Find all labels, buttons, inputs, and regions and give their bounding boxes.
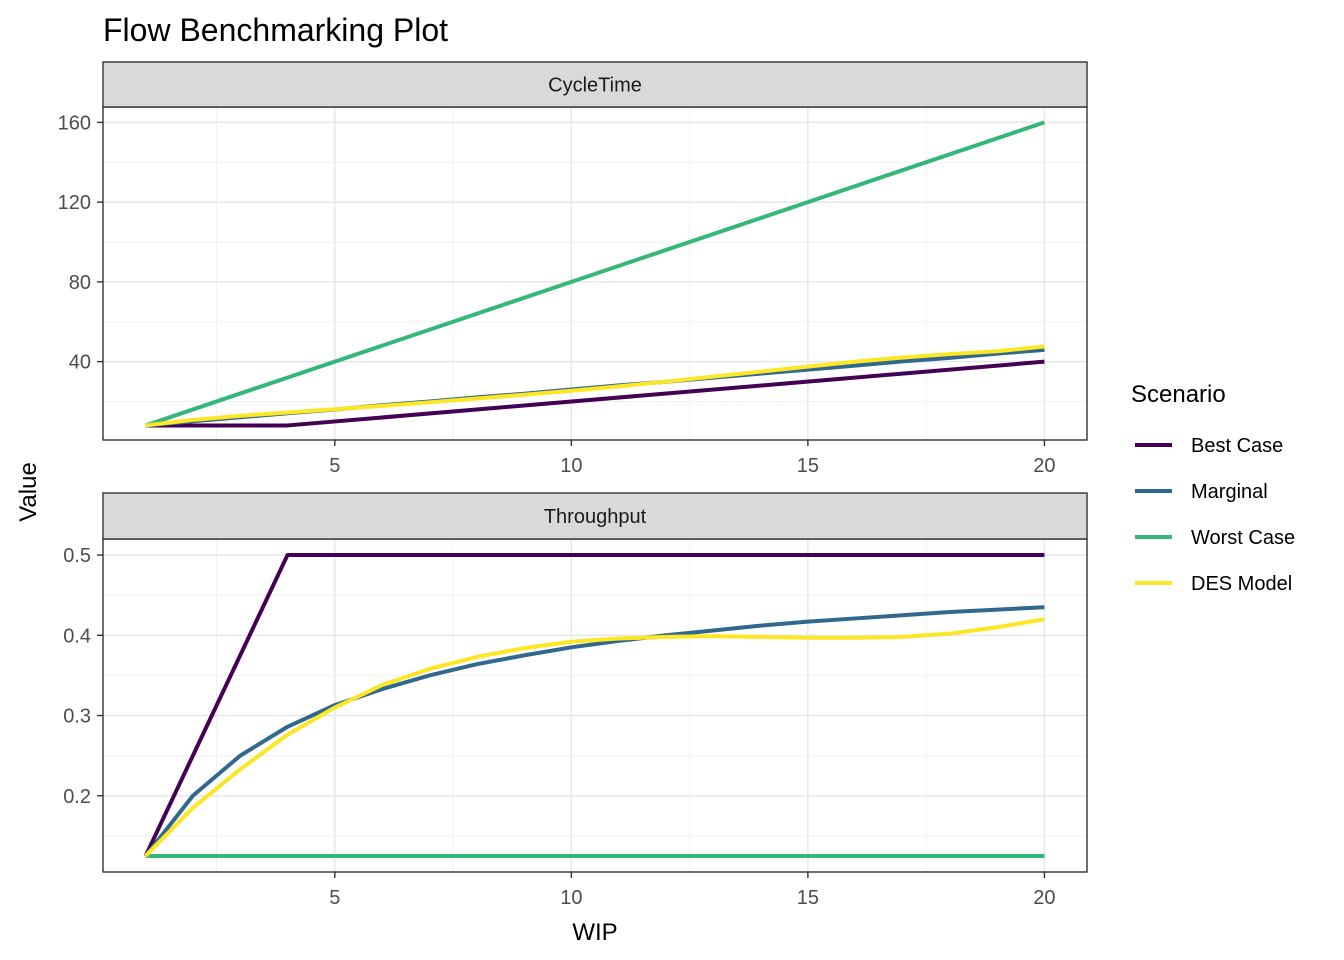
series-line-marginal — [144, 605, 1045, 858]
y-axis-label: Value — [15, 462, 42, 522]
series-line-des-model — [144, 617, 1045, 858]
legend-label: Worst Case — [1191, 527, 1295, 549]
x-tick-label: 15 — [797, 455, 819, 477]
y-tick-label: 40 — [69, 352, 91, 374]
x-tick-label: 5 — [329, 455, 340, 477]
series-line-des-model — [145, 344, 1045, 428]
x-tick-label: 10 — [560, 887, 582, 909]
legend-title: Scenario — [1131, 381, 1226, 408]
legend-item: DES Model — [1135, 573, 1292, 595]
facet-strip-label: CycleTime — [548, 75, 642, 97]
facet-strip-label: Throughput — [544, 506, 647, 528]
y-tick-label: 0.2 — [63, 786, 91, 808]
legend-item: Marginal — [1135, 481, 1268, 503]
series-line-best-case — [143, 553, 1045, 857]
x-axis-label: WIP — [572, 919, 617, 946]
panel-background — [103, 539, 1087, 872]
y-tick-label: 160 — [58, 112, 91, 134]
x-tick-label: 10 — [560, 455, 582, 477]
facet-strip — [102, 61, 1088, 108]
x-tick-label: 20 — [1033, 887, 1055, 909]
y-tick-label: 0.3 — [63, 706, 91, 728]
x-tick-label: 20 — [1033, 455, 1055, 477]
legend-label: DES Model — [1191, 573, 1292, 595]
x-tick-label: 5 — [329, 887, 340, 909]
legend-label: Best Case — [1191, 435, 1283, 457]
x-tick-label: 15 — [797, 887, 819, 909]
legend-item: Best Case — [1135, 435, 1283, 457]
legend: Scenario Best Case Marginal Worst Case DES M… — [1131, 381, 1295, 595]
series-line-best-case — [145, 359, 1045, 428]
facet-panel-cycletime: CycleTime 5 10 15 20 40 80 120 160 — [58, 61, 1088, 477]
legend-item: Worst Case — [1135, 527, 1295, 549]
facet-panels: CycleTime 5 10 15 20 40 80 120 160 Throughput 5 10 1… — [58, 61, 1088, 909]
legend-label: Marginal — [1191, 481, 1268, 503]
series-line-worst-case — [144, 120, 1046, 428]
facet-panel-throughput: Throughput 5 10 15 20 0.2 0.3 0.4 0.5 — [63, 492, 1088, 909]
y-tick-label: 0.5 — [63, 545, 91, 567]
facet-strip — [102, 492, 1088, 540]
y-tick-label: 80 — [69, 272, 91, 294]
chart-title: Flow Benchmarking Plot — [103, 12, 448, 48]
y-tick-label: 120 — [58, 192, 91, 214]
y-tick-label: 0.4 — [63, 625, 91, 647]
